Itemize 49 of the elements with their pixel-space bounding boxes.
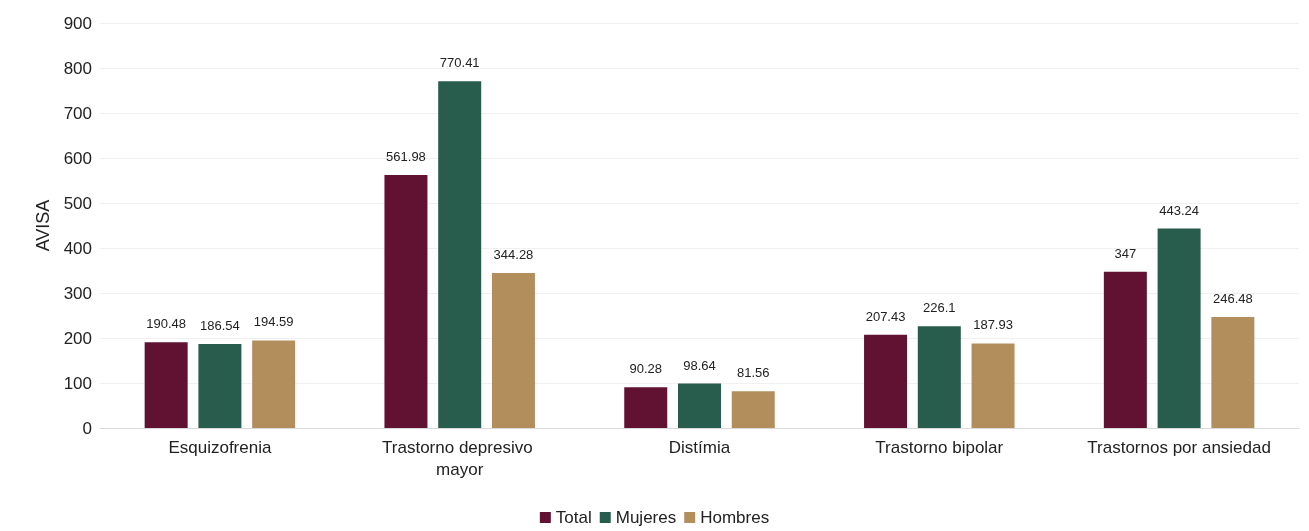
x-tick-label: Trastornos por ansiedad [1087, 437, 1271, 457]
legend-label: Mujeres [615, 508, 677, 527]
y-tick-label: 200 [63, 328, 92, 348]
bar [1103, 271, 1147, 428]
bar [917, 326, 961, 428]
data-label: 81.56 [736, 365, 770, 381]
bar [678, 383, 721, 428]
x-tick-label: Trastorno depresivo mayor [382, 437, 538, 479]
bar [252, 340, 296, 428]
y-tick-label: 100 [63, 373, 92, 393]
data-label: 344.28 [493, 247, 534, 263]
bar [1211, 317, 1255, 428]
data-label: 186.54 [200, 318, 240, 334]
x-tick-label: Trastorno bipolar [875, 437, 1004, 457]
y-axis-title: AVISA [33, 199, 53, 252]
data-label: 443.24 [1159, 202, 1199, 218]
legend-label: Total [555, 508, 592, 527]
y-tick-label: 600 [63, 148, 92, 168]
y-tick-label: 300 [63, 283, 92, 303]
bar [438, 81, 482, 428]
data-label: 246.48 [1212, 291, 1253, 307]
data-label: 98.64 [683, 357, 716, 373]
bar [1157, 228, 1201, 428]
data-label: 190.48 [146, 316, 187, 332]
data-label: 770.41 [439, 55, 480, 71]
data-label: 187.93 [973, 317, 1013, 333]
data-label: 90.28 [629, 361, 663, 377]
bar [384, 175, 428, 428]
legend-label: Hombres [700, 508, 770, 527]
bar [731, 391, 775, 428]
data-label: 226.1 [923, 300, 956, 316]
x-tick-label: Esquizofrenia [168, 437, 272, 457]
bar [491, 273, 535, 428]
data-label: 561.98 [386, 149, 426, 165]
y-tick-label: 700 [63, 103, 92, 123]
data-label: 347 [1114, 245, 1137, 261]
y-tick-label: 800 [63, 58, 92, 78]
y-tick-label: 500 [63, 193, 92, 213]
y-tick-label: 0 [82, 418, 92, 438]
y-tick-label: 900 [63, 13, 92, 33]
bar [864, 334, 908, 428]
bar [198, 344, 242, 428]
data-label: 207.43 [865, 308, 906, 324]
y-tick-label: 400 [63, 238, 92, 258]
bar [624, 387, 668, 428]
bar [971, 343, 1015, 428]
x-tick-label: Distímia [668, 437, 731, 457]
bar [144, 342, 188, 428]
data-label: 194.59 [253, 314, 294, 330]
